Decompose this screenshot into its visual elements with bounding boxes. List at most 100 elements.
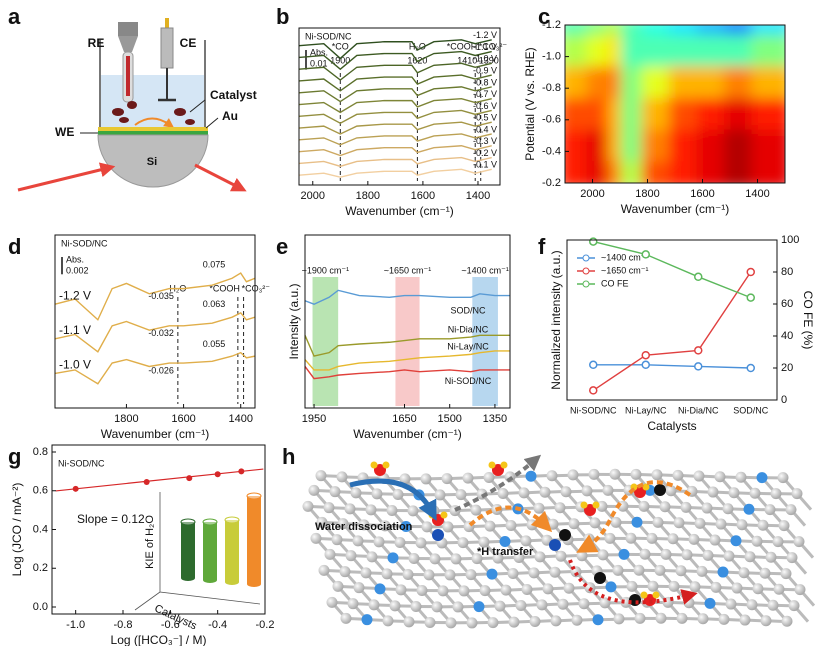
series-label: -0.6 V <box>473 101 497 111</box>
carbon-atom <box>332 580 344 592</box>
we-layer <box>98 131 208 135</box>
carbon-atom <box>434 489 446 501</box>
hydrogen-atom <box>640 591 648 599</box>
carbon-atom <box>735 471 747 483</box>
carbon-atom <box>407 505 419 517</box>
carbon-atom <box>722 503 734 515</box>
inset-bar-base <box>203 577 217 583</box>
scheme-label: CE <box>180 36 197 50</box>
legend-label: ~1650 cm⁻¹ <box>601 265 649 275</box>
plot-frame <box>566 239 778 401</box>
series-label: -0.9 V <box>473 65 497 75</box>
scheme-label: Catalyst <box>210 88 257 102</box>
carbon-atom <box>638 500 650 512</box>
carbon-atom <box>515 600 527 612</box>
series-label: SOD/NC <box>450 306 486 316</box>
point <box>214 471 221 478</box>
au-layer <box>98 127 208 131</box>
band <box>312 277 339 406</box>
carbon-atom <box>315 470 327 482</box>
y-tick-label: 0.2 <box>33 562 48 574</box>
carbon-atom <box>462 472 474 484</box>
carbon-atom <box>770 488 782 500</box>
carbon-atom <box>492 552 504 564</box>
carbon-atom <box>688 533 700 545</box>
marker <box>589 360 598 370</box>
carbon-atom <box>497 488 509 500</box>
carbon-atom <box>715 518 727 530</box>
carbon-atom <box>696 565 708 577</box>
y-axis-label: Normalized intensity (a.u.) <box>549 250 563 389</box>
arrow <box>576 480 692 553</box>
carbon-atom <box>386 505 398 517</box>
series-line <box>593 364 751 369</box>
x-tick-label: -0.6 <box>161 619 180 631</box>
carbon-atom <box>736 519 748 531</box>
y-tick-label: -1.0 <box>542 51 561 63</box>
inset-bar <box>203 522 217 580</box>
carbon-atom <box>659 501 671 513</box>
carbon-atom <box>555 550 567 562</box>
y-tick-label: -0.8 <box>542 82 561 94</box>
band-label: ~1400 cm⁻¹ <box>461 265 509 275</box>
carbon-atom <box>368 599 380 611</box>
carbon-atom <box>366 551 378 563</box>
band-label: ~1650 cm⁻¹ <box>384 265 432 275</box>
x-tick-label: 1600 <box>411 190 435 202</box>
scale-label: Abs. <box>310 47 328 57</box>
carbon-atom <box>651 469 663 481</box>
carbon-atom <box>725 598 737 610</box>
x-tick-label: 1800 <box>635 188 659 200</box>
carbon-atom <box>597 549 609 561</box>
series-line <box>54 311 256 353</box>
nitrogen-atom <box>730 535 742 547</box>
carbon-atom <box>403 616 415 628</box>
inset-bar-top <box>180 518 196 526</box>
series-line <box>593 240 752 299</box>
series-line <box>592 271 752 391</box>
carbon-atom <box>505 520 517 532</box>
carbon-atom <box>336 471 348 483</box>
carbon-atom <box>344 503 356 515</box>
carbon-atom <box>508 616 520 628</box>
series-line <box>304 289 510 305</box>
point <box>143 479 150 486</box>
carbon-atom <box>683 597 695 609</box>
carbon-atom <box>660 548 672 560</box>
carbon-atom <box>521 584 533 596</box>
flow-arrow <box>134 117 175 128</box>
carbon-atom <box>424 617 436 629</box>
carbon-atom <box>639 548 651 560</box>
marker <box>694 346 703 355</box>
carbon-atom <box>568 518 580 530</box>
arrow <box>349 478 437 521</box>
carbon-atom <box>694 517 706 529</box>
carbon-atom <box>326 596 338 608</box>
hydrogen-atom <box>652 591 660 599</box>
plot-frame <box>304 234 511 409</box>
carbon-atom <box>777 472 789 484</box>
series-label: -0.2 V <box>473 148 497 158</box>
annotation: Slope = 0.12 <box>77 512 145 526</box>
hydrogen-atom <box>440 511 448 519</box>
carbon-atom <box>751 535 763 547</box>
carbon-atom <box>507 568 519 580</box>
nickel-atom <box>432 529 444 541</box>
series-line <box>298 133 492 146</box>
carbon-atom <box>772 536 784 548</box>
pointer <box>205 117 219 129</box>
scheme-label: *H transfer <box>477 546 534 558</box>
y2-tick-label: 100 <box>781 234 799 246</box>
carbon-atom <box>702 549 714 561</box>
x-tick-label: 1400 <box>228 413 252 425</box>
heatmap-cells <box>565 25 785 183</box>
plot-frame <box>298 27 501 186</box>
nitrogen-atom <box>631 516 643 528</box>
inset-ylabel: KIE of H₂O <box>144 515 156 569</box>
carbon-atom <box>550 615 562 627</box>
x-axis-label: Catalysts <box>647 419 696 433</box>
re-core <box>126 56 130 96</box>
carbon-atom <box>437 585 449 597</box>
carbon-atom <box>373 536 385 548</box>
chart-title: Ni-SOD/NC <box>58 458 105 468</box>
